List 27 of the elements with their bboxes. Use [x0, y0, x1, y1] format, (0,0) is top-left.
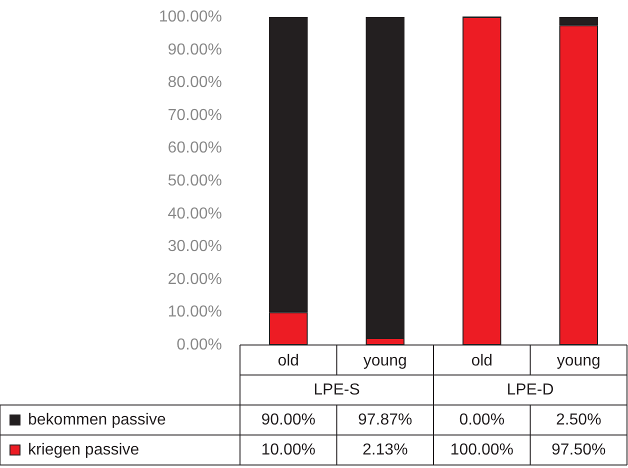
- y-tick-label: 40.00%: [168, 205, 222, 222]
- y-tick-label: 70.00%: [168, 106, 222, 124]
- y-tick-label: 90.00%: [168, 41, 222, 58]
- y-tick-label: 0.00%: [176, 336, 222, 354]
- data-label: 10.00%: [261, 442, 316, 458]
- y-tick-label: 30.00%: [168, 238, 222, 256]
- y-tick-label: 10.00%: [168, 304, 222, 321]
- data-label: 2.50%: [556, 412, 602, 428]
- x-tick-label: young: [363, 352, 407, 370]
- y-tick-label: 20.00%: [168, 270, 222, 288]
- data-label: 2.13%: [362, 442, 408, 458]
- legend-label: kriegen passive: [28, 442, 140, 458]
- data-label: 100.00%: [450, 442, 514, 458]
- y-tick-label: 100.00%: [158, 8, 222, 26]
- y-tick-label: 60.00%: [168, 140, 222, 157]
- data-label: 90.00%: [261, 412, 316, 428]
- x-tick-label: young: [556, 352, 600, 370]
- data-label: 97.87%: [358, 412, 412, 428]
- data-label: 0.00%: [459, 412, 505, 428]
- data-label: 97.50%: [551, 442, 606, 458]
- text: LPE-S: [314, 382, 360, 398]
- legend-label: bekommen passive: [28, 412, 166, 428]
- x-tick-label: old: [471, 352, 493, 370]
- y-tick-label: 50.00%: [168, 172, 222, 190]
- y-tick-label: 80.00%: [168, 74, 222, 92]
- x-tick-label: old: [278, 352, 300, 370]
- text: LPE-D: [506, 382, 554, 398]
